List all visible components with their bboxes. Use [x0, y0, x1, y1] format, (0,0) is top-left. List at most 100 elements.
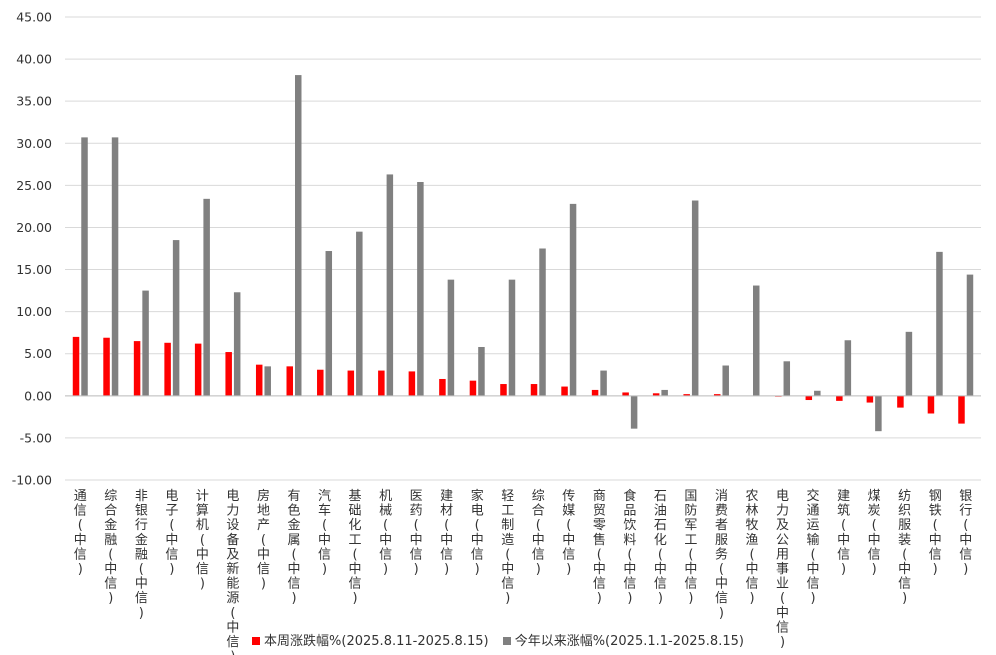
y-tick-label: 10.00	[16, 304, 52, 319]
bar-weekly	[469, 380, 477, 396]
bar-weekly	[652, 393, 660, 396]
bar-ytd	[722, 365, 729, 396]
bar-weekly	[622, 392, 629, 396]
bar-ytd	[295, 75, 302, 396]
x-tick-label: 消费者服务(中信)	[715, 489, 728, 621]
bar-ytd	[661, 389, 668, 396]
bar-ytd	[630, 395, 638, 429]
bar-weekly	[591, 389, 599, 396]
bar-weekly	[164, 342, 171, 396]
bar-ytd	[539, 248, 546, 396]
bar-weekly	[133, 341, 141, 396]
y-axis: -10.00 -5.00 0.00 5.00 10.00 15.00 20.00 25.00 3…	[12, 10, 52, 488]
bar-weekly	[927, 395, 935, 414]
bar-weekly	[958, 395, 965, 424]
bar-ytd	[753, 285, 760, 396]
bar-weekly	[713, 394, 721, 396]
x-axis-labels: 通信(中信) 综合金融(中信) 非银行金融(中信) 电子(中信) 计算机(中信) 电力设备…	[74, 488, 972, 655]
x-tick-label: 电子(中信)	[165, 489, 178, 577]
bar-ytd	[691, 200, 699, 396]
legend-item-weekly: 本周涨跌幅%(2025.8.11-2025.8.15)	[252, 630, 489, 649]
x-tick-label: 非银行金融(中信)	[135, 489, 148, 621]
x-tick-label: 家电(中信)	[471, 488, 484, 577]
bar-weekly	[897, 395, 904, 408]
legend: 本周涨跌幅%(2025.8.11-2025.8.15) 今年以来涨幅%(2025…	[0, 630, 996, 649]
bar-weekly	[255, 364, 263, 396]
x-tick-label: 电力及公用事业(中信)	[776, 489, 789, 650]
bar-weekly	[683, 394, 690, 396]
bar-weekly	[439, 378, 446, 396]
bar-ytd	[142, 290, 149, 396]
bar-ytd	[478, 346, 485, 396]
bar-ytd	[508, 279, 516, 396]
bar-ytd	[417, 181, 424, 396]
x-tick-label: 计算机(中信)	[196, 489, 209, 592]
legend-item-ytd: 今年以来涨幅%(2025.1.1-2025.8.15)	[502, 630, 744, 649]
y-tick-label: -10.00	[12, 473, 52, 488]
legend-swatch-ytd	[502, 636, 511, 645]
bars	[72, 75, 974, 432]
bar-weekly	[72, 336, 80, 396]
legend-label-weekly: 本周涨跌幅%(2025.8.11-2025.8.15)	[264, 634, 489, 649]
bar-weekly	[286, 366, 293, 396]
x-tick-label: 传媒(中信)	[562, 489, 575, 577]
bar-ytd	[569, 203, 577, 396]
x-tick-label: 轻工制造(中信)	[501, 489, 514, 606]
bar-weekly	[530, 384, 538, 396]
bar-weekly	[103, 337, 110, 396]
bar-ytd	[875, 395, 882, 432]
y-tick-label: 25.00	[16, 178, 52, 193]
bar-ytd	[233, 292, 241, 396]
x-tick-label: 国防军工(中信)	[684, 489, 697, 606]
bar-weekly	[408, 371, 416, 396]
bar-ytd	[783, 361, 791, 396]
bar-weekly	[561, 386, 568, 396]
legend-label-ytd: 今年以来涨幅%(2025.1.1-2025.8.15)	[514, 634, 744, 649]
x-tick-label: 煤炭(中信)	[868, 489, 881, 577]
x-tick-label: 机械(中信)	[379, 489, 392, 577]
bar-ytd	[844, 340, 852, 396]
bar-ytd	[600, 370, 607, 396]
x-tick-label: 食品饮料(中信)	[623, 488, 636, 606]
bar-ytd	[264, 366, 271, 396]
x-tick-label: 建材(中信)	[440, 489, 453, 577]
x-tick-label: 建筑(中信)	[837, 489, 850, 577]
bar-weekly	[500, 384, 507, 396]
x-tick-label: 汽车(中信)	[318, 489, 331, 577]
x-tick-label: 基础化工(中信)	[349, 489, 362, 606]
x-tick-label: 银行(中信)	[959, 489, 972, 577]
y-tick-label: 45.00	[16, 10, 52, 25]
bar-weekly	[378, 370, 385, 396]
y-tick-label: 35.00	[16, 94, 52, 109]
y-tick-label: 30.00	[16, 136, 52, 151]
x-tick-label: 石油石化(中信)	[654, 489, 667, 606]
x-tick-label: 房地产(中信)	[257, 488, 270, 592]
x-tick-label: 钢铁(中信)	[929, 489, 942, 577]
bar-weekly	[317, 369, 324, 396]
y-tick-label: 15.00	[16, 262, 52, 277]
bar-weekly	[194, 343, 202, 396]
bar-weekly	[225, 352, 232, 396]
bar-ytd	[325, 251, 333, 396]
x-tick-label: 综合(中信)	[532, 489, 545, 577]
bar-ytd	[111, 137, 119, 396]
bar-weekly	[805, 395, 813, 401]
bar-ytd	[814, 390, 821, 396]
bar-weekly	[836, 395, 843, 401]
x-tick-label: 农林牧渔(中信)	[745, 489, 758, 606]
bar-ytd	[966, 274, 974, 396]
bar-ytd	[203, 198, 210, 396]
y-tick-label: 40.00	[16, 52, 52, 67]
bar-ytd	[936, 251, 943, 396]
bar-weekly	[866, 395, 874, 403]
y-tick-label: -5.00	[20, 430, 52, 445]
x-tick-label: 交通运输(中信)	[807, 488, 820, 606]
bar-ytd	[172, 240, 180, 396]
x-tick-label: 医药(中信)	[410, 489, 423, 577]
bar-ytd	[81, 137, 88, 396]
bar-weekly	[347, 370, 355, 396]
bar-ytd	[447, 279, 455, 396]
x-tick-label: 通信(中信)	[74, 489, 87, 577]
x-tick-label: 有色金属(中信)	[287, 489, 300, 606]
